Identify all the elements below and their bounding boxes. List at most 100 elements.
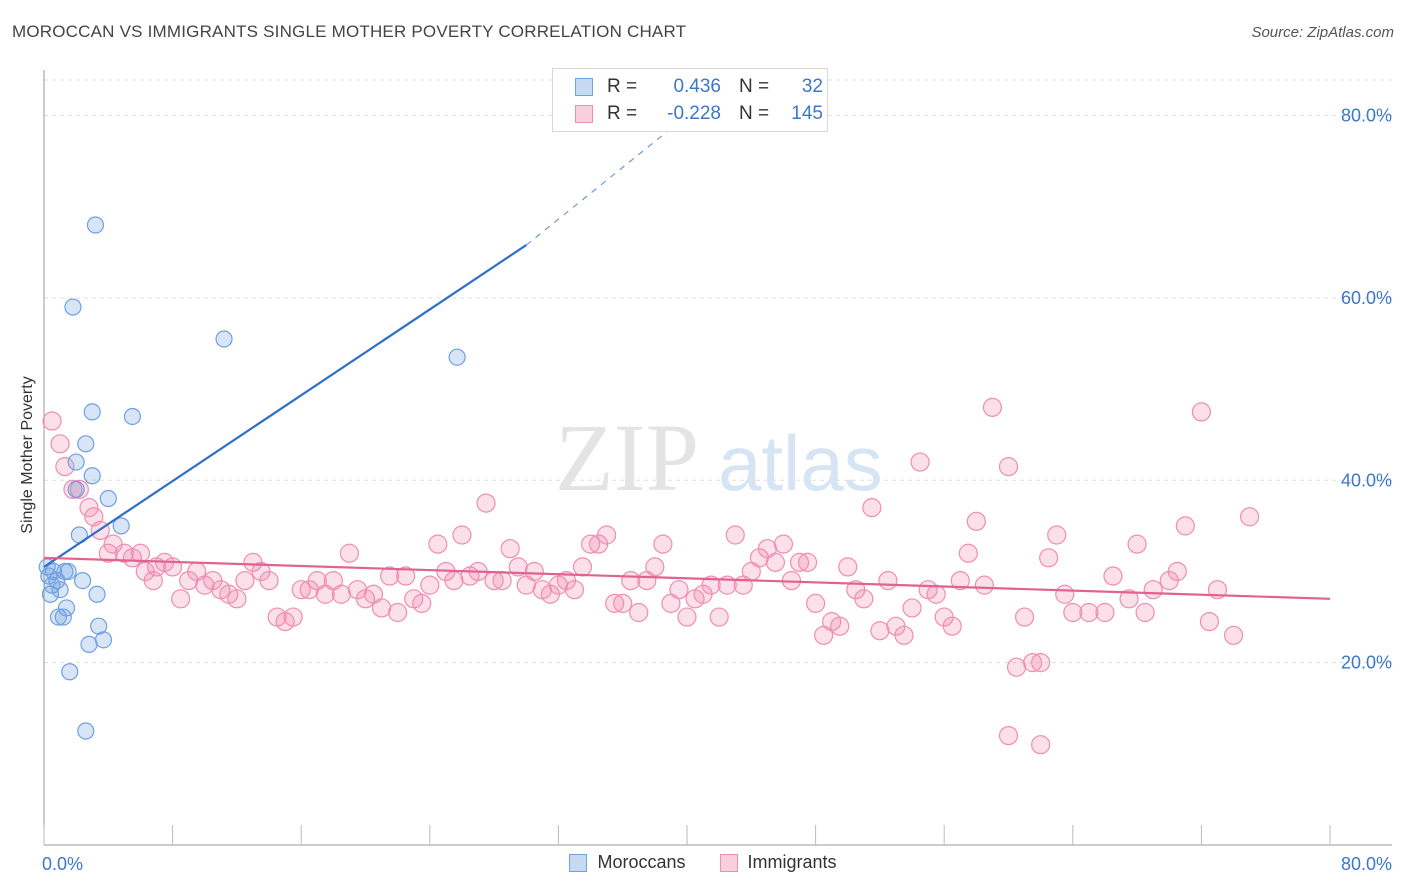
legend-item-immigrants: Immigrants <box>719 852 837 873</box>
immigrants-point <box>564 580 585 600</box>
immigrants-point <box>1223 625 1244 645</box>
tick-labels: 20.0% 40.0% 60.0% 80.0% 0.0% 80.0% <box>42 106 1392 874</box>
immigrants-point <box>597 525 617 545</box>
immigrants-point <box>420 575 440 595</box>
moroccans-trend-extension <box>525 115 688 246</box>
immigrants-point <box>63 479 83 500</box>
immigrants-point <box>259 570 279 591</box>
legend-row-moroccans: R = 0.436 N = 32 <box>575 75 823 99</box>
immigrants-point <box>870 621 890 641</box>
immigrants-point <box>1063 602 1083 623</box>
immigrants-point <box>69 479 89 500</box>
y-tick-label: 40.0% <box>1341 470 1392 490</box>
immigrants-point <box>396 566 416 586</box>
immigrants-point <box>1031 735 1051 755</box>
immigrants-legend-swatch <box>719 853 738 872</box>
immigrants-point <box>1143 580 1163 600</box>
immigrants-point <box>862 498 882 518</box>
immigrants-point <box>500 539 520 559</box>
immigrants-point <box>773 534 794 554</box>
r-label: R = <box>607 76 638 97</box>
moroccans-point <box>80 635 98 654</box>
axes <box>43 70 1392 846</box>
immigrants-trend-line <box>43 556 1331 600</box>
immigrants-point <box>227 589 247 609</box>
moroccans-point <box>86 216 105 234</box>
immigrants-point <box>910 452 930 472</box>
moroccans-point <box>94 631 113 649</box>
immigrants-point <box>452 525 472 545</box>
immigrants-point <box>1199 612 1220 632</box>
immigrants-point <box>476 493 496 513</box>
source-label: Source: ZipAtlas.com <box>1251 24 1394 41</box>
immigrants-point <box>830 616 850 636</box>
moroccans-point <box>112 517 130 535</box>
immigrants-point <box>805 593 826 613</box>
immigrants-point <box>942 616 962 636</box>
moroccans-point <box>67 480 85 499</box>
immigrants-point <box>1047 525 1067 545</box>
moroccans-trend-line <box>43 244 527 568</box>
moroccans-point <box>83 403 101 421</box>
immigrants-point <box>171 589 191 609</box>
immigrants-point <box>1014 607 1035 627</box>
immigrants-point <box>331 584 351 604</box>
immigrants-points <box>42 397 1260 755</box>
immigrants-point <box>1006 657 1027 677</box>
moroccans-points <box>38 216 466 740</box>
immigrants-point <box>98 543 118 563</box>
immigrants-point <box>1127 534 1147 554</box>
immigrants-point <box>982 397 1003 417</box>
immigrants-point <box>524 561 544 582</box>
immigrants-legend-label: Immigrants <box>747 852 837 872</box>
x-tick-label-max: 80.0% <box>1341 854 1392 874</box>
immigrants-point <box>42 411 62 431</box>
immigrants-point <box>669 580 689 600</box>
immigrants-point <box>878 570 898 591</box>
moroccans-point <box>61 663 79 681</box>
immigrants-point <box>838 557 858 577</box>
x-tick-label-min: 0.0% <box>42 854 83 874</box>
immigrants-point <box>1135 602 1155 623</box>
r-value: -0.228 <box>667 103 721 124</box>
immigrants-point <box>1119 589 1139 609</box>
legend-row-immigrants: R = -0.228 N = 145 <box>575 102 823 126</box>
chart-title: MOROCCAN VS IMMIGRANTS SINGLE MOTHER POV… <box>12 22 687 41</box>
immigrants-point <box>926 584 946 604</box>
immigrants-point <box>998 725 1019 746</box>
moroccans-point <box>448 348 466 366</box>
immigrants-point <box>613 593 633 613</box>
immigrants-point <box>1031 653 1051 673</box>
y-axis-label: Single Mother Poverty <box>19 376 36 534</box>
moroccans-legend-label: Moroccans <box>597 852 686 872</box>
immigrants-point <box>629 602 649 623</box>
moroccans-point <box>83 467 101 485</box>
immigrants-point <box>339 543 360 563</box>
moroccans-point <box>215 330 233 348</box>
immigrants-point <box>412 593 432 613</box>
immigrants-point <box>621 570 641 591</box>
immigrants-point <box>1103 566 1123 586</box>
immigrants-point <box>797 552 818 572</box>
immigrants-point <box>958 543 978 563</box>
immigrants-point <box>709 607 729 627</box>
correlation-legend: R = 0.436 N = 32 R = -0.228 N = 145 <box>552 68 828 132</box>
immigrants-point <box>388 602 408 623</box>
immigrants-point <box>1175 516 1195 536</box>
immigrants-point <box>235 570 255 591</box>
moroccans-point <box>54 608 72 626</box>
immigrants-point <box>291 580 311 600</box>
immigrants-point <box>580 534 601 554</box>
legend-item-moroccans: Moroccans <box>569 852 686 873</box>
moroccans-point <box>77 435 95 453</box>
immigrants-point <box>1023 653 1043 673</box>
immigrants-point <box>974 575 994 595</box>
y-tick-label: 60.0% <box>1341 288 1392 308</box>
immigrants-point <box>950 570 970 591</box>
immigrants-point <box>998 457 1019 477</box>
immigrants-point <box>1095 602 1115 623</box>
n-label: N = <box>739 76 770 97</box>
r-value: 0.436 <box>673 76 721 97</box>
watermark-atlas: atlas <box>718 419 883 507</box>
immigrants-point <box>1167 561 1187 582</box>
